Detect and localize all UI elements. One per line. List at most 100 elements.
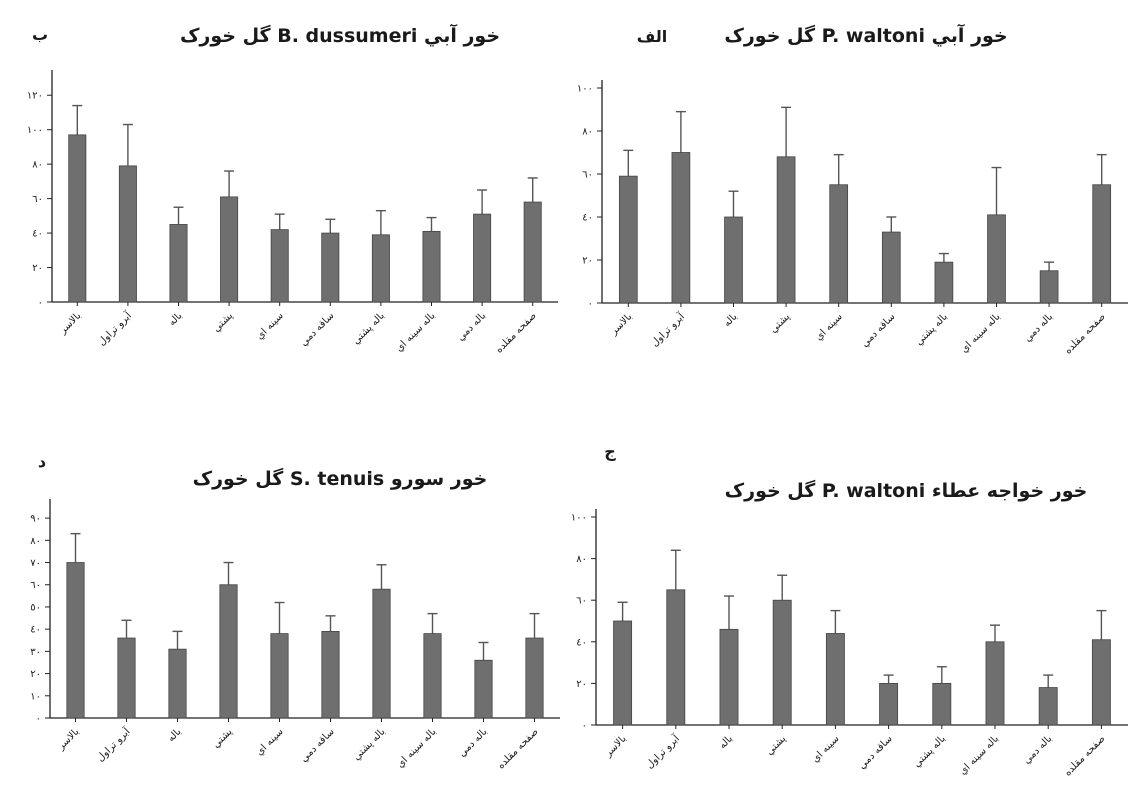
x-tick-label: صفحه مقلده — [1062, 733, 1107, 778]
bar — [879, 682, 899, 726]
y-tick-label: ١٠٠ — [571, 513, 587, 524]
y-tick-label: ٠ — [36, 714, 41, 725]
y-tick-label: ٣٠ — [30, 647, 41, 658]
x-tick-label: ساقه دمي — [859, 311, 897, 349]
chart-panel-alef: گل خورک P. waltoni خور آبي الف ٠ ٢٠ ٤٠ ٦٠ ٨٠ ١٠… — [566, 0, 1132, 395]
x-tick-label: آبرو تراول — [648, 309, 688, 349]
x-tick-label: پشتي — [768, 311, 792, 335]
x-tick-label: ساقه دمي — [857, 733, 895, 771]
panel-letter: د — [38, 452, 46, 471]
x-tick-label: بالاسر — [608, 311, 634, 337]
y-tick-label: ٢٠ — [30, 669, 41, 680]
bar — [613, 620, 633, 726]
chart-title: گل خورک S. tenuis خور سورو — [193, 467, 488, 490]
x-tick-label: صفحه مقلده — [496, 726, 541, 771]
bar — [219, 584, 238, 719]
x-tick-label: آبرو تراول — [94, 724, 134, 764]
chart-panel-b: گل خورک B. dussumeri خور آبي ب ٠ ٢٠ ٤٠ ٦٠ ٨٠ ١٠… — [0, 0, 566, 395]
panel-letter: ب — [32, 25, 48, 44]
y-tick-label: ٤٠ — [32, 229, 43, 240]
x-tick-label: پشتي — [211, 726, 235, 750]
bar — [525, 637, 544, 719]
bar — [270, 633, 289, 719]
x-tick-label: سينه اي — [254, 310, 286, 342]
x-tick-label: ساقه دمي — [298, 310, 336, 348]
y-tick-label: ٤٠ — [582, 213, 593, 224]
bar — [776, 156, 796, 304]
bar — [270, 229, 289, 303]
chart-title: گل خورک P. waltoni خور آبي — [724, 23, 1007, 47]
y-tick-label: ١٠ — [30, 691, 41, 702]
x-tick-label: پشتي — [211, 310, 235, 334]
chart-b-svg: گل خورک B. dussumeri خور آبي ب ٠ ٢٠ ٤٠ ٦٠ ٨٠ ١٠… — [27, 23, 558, 355]
y-tick-label: ٢٠ — [32, 263, 43, 274]
y-tick-label: ٤٠ — [30, 625, 41, 636]
panel-letter: الف — [637, 27, 668, 46]
y-tick-label: ٦٠ — [576, 596, 587, 607]
bar — [772, 599, 792, 726]
x-tick-label: باله پشتي — [912, 733, 948, 769]
chart-title: گل خورک B. dussumeri خور آبي — [180, 23, 500, 47]
chart-jim-svg: گل خورک P. waltoni خور خواجه عطاء ج ٠ ٢٠ ٤٠ ٦… — [571, 442, 1128, 778]
bar — [932, 682, 952, 726]
x-tick-label: آبرو تراول — [643, 731, 683, 771]
bar — [474, 659, 493, 719]
chart-title: گل خورک P. waltoni خور خواجه عطاء — [725, 479, 1088, 502]
x-tick-label: باله سينه اي — [959, 311, 1003, 355]
bar — [321, 630, 340, 719]
x-tick-label: صفحه مقلده — [1063, 311, 1108, 356]
bar — [118, 165, 137, 303]
chart-panel-jim: گل خورک P. waltoni خور خواجه عطاء ج ٠ ٢٠ ٤٠ ٦… — [566, 395, 1132, 790]
bar — [1092, 184, 1112, 304]
bar — [985, 641, 1005, 726]
x-tick-label: سينه اي — [813, 311, 845, 343]
x-tick-label: باله دمي — [457, 726, 490, 759]
x-tick-label: باله — [167, 310, 185, 328]
x-tick-label: پشتي — [764, 733, 788, 757]
bar — [881, 231, 901, 304]
x-tick-label: باله سينه اي — [394, 310, 438, 354]
bar — [473, 213, 492, 303]
x-tick-label: باله — [722, 311, 740, 329]
x-tick-label: باله — [166, 726, 184, 744]
y-tick-label: ١٠٠ — [27, 125, 43, 136]
x-tick-label: باله سينه اي — [395, 726, 439, 770]
x-tick-label: سينه اي — [810, 733, 842, 765]
bar — [666, 589, 686, 726]
x-tick-label: بالاسر — [602, 733, 628, 759]
y-tick-label: ٢٠ — [582, 256, 593, 267]
chart-panel-dal: گل خورک S. tenuis خور سورو د ٠ ١٠ ٢٠ ٣٠ ٤٠ ٥٠ ٦٠… — [0, 395, 566, 790]
y-tick-label: ٨٠ — [576, 554, 587, 565]
x-tick-label: بالاسر — [57, 310, 83, 336]
panel-letter: ج — [604, 442, 616, 461]
bar — [618, 175, 638, 304]
y-tick-label: ٨٠ — [30, 536, 41, 547]
y-tick-label: ٦٠ — [32, 194, 43, 205]
bar — [1039, 270, 1059, 304]
bar — [423, 633, 442, 719]
bar — [220, 196, 239, 303]
x-tick-label: باله پشتي — [351, 310, 387, 346]
x-tick-label: بالاسر — [55, 726, 81, 752]
y-tick-label: ٧٠ — [30, 558, 41, 569]
y-tick-label: ١٠٠ — [577, 84, 593, 95]
x-tick-label: باله دمي — [1022, 311, 1055, 344]
chart-dal-svg: گل خورک S. tenuis خور سورو د ٠ ١٠ ٢٠ ٣٠ ٤٠ ٥٠ ٦٠… — [30, 452, 560, 771]
y-tick-label: ٦٠ — [582, 170, 593, 181]
x-tick-label: آبرو تراول — [95, 308, 135, 348]
bar — [825, 633, 845, 726]
bar — [68, 134, 87, 303]
bar — [168, 648, 187, 719]
y-tick-label: ٨٠ — [582, 127, 593, 138]
y-tick-label: ٤٠ — [576, 637, 587, 648]
x-tick-label: ساقه دمي — [299, 726, 337, 764]
y-tick-label: ٨٠ — [32, 160, 43, 171]
bar — [1038, 687, 1058, 726]
bar — [66, 562, 85, 719]
bar — [829, 184, 849, 304]
chart-alef-svg: گل خورک P. waltoni خور آبي الف ٠ ٢٠ ٤٠ ٦٠ ٨٠ ١٠… — [577, 23, 1128, 356]
x-tick-label: سينه اي — [254, 726, 286, 758]
bar — [169, 224, 188, 303]
x-tick-label: باله سينه اي — [957, 733, 1001, 777]
x-tick-label: باله دمي — [1021, 733, 1054, 766]
